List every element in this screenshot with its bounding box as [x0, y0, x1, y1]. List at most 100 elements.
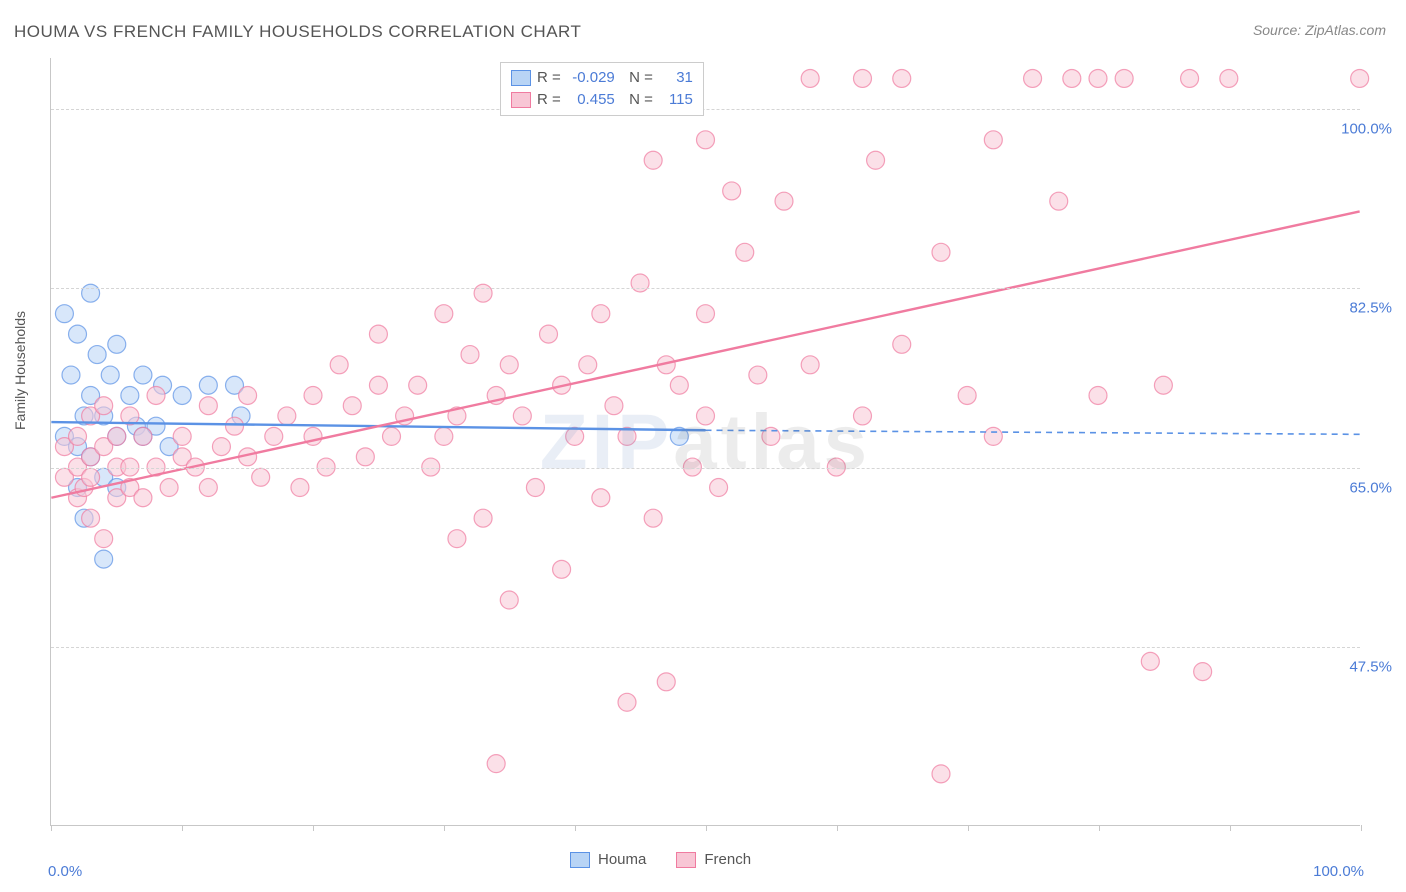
scatter-point	[108, 427, 126, 445]
scatter-point	[82, 509, 100, 527]
stat-n-label: N =	[621, 89, 653, 111]
scatter-point	[1181, 69, 1199, 87]
scatter-point	[82, 284, 100, 302]
scatter-point	[723, 182, 741, 200]
x-tick	[1361, 825, 1362, 831]
scatter-point	[134, 427, 152, 445]
scatter-point	[540, 325, 558, 343]
scatter-point	[1194, 663, 1212, 681]
scatter-point	[854, 407, 872, 425]
stat-n-value: 115	[659, 89, 693, 111]
stat-r-value: -0.029	[567, 67, 615, 89]
scatter-point	[435, 427, 453, 445]
y-tick-label: 65.0%	[1349, 479, 1392, 496]
scatter-point	[199, 479, 217, 497]
gridline	[51, 647, 1360, 648]
scatter-point	[736, 243, 754, 261]
x-tick-label: 100.0%	[1313, 863, 1364, 880]
scatter-point	[369, 325, 387, 343]
gridline	[51, 288, 1360, 289]
scatter-point	[1220, 69, 1238, 87]
legend-swatch	[570, 852, 590, 868]
scatter-point	[749, 366, 767, 384]
scatter-point	[854, 69, 872, 87]
scatter-point	[474, 284, 492, 302]
scatter-point	[265, 427, 283, 445]
scatter-point	[893, 69, 911, 87]
scatter-point	[801, 69, 819, 87]
x-tick	[706, 825, 707, 831]
plot-area: ZIPatlas	[50, 58, 1360, 826]
scatter-point	[1141, 652, 1159, 670]
trend-line-dashed	[706, 430, 1360, 434]
stat-n-value: 31	[659, 67, 693, 89]
legend-item: Houma	[570, 851, 646, 868]
scatter-point	[592, 305, 610, 323]
scatter-point	[958, 386, 976, 404]
scatter-point	[697, 407, 715, 425]
scatter-point	[383, 427, 401, 445]
legend-label: French	[704, 851, 751, 868]
scatter-point	[101, 366, 119, 384]
scatter-point	[173, 386, 191, 404]
x-tick	[444, 825, 445, 831]
scatter-point	[95, 550, 113, 568]
x-tick	[313, 825, 314, 831]
x-tick	[1099, 825, 1100, 831]
scatter-point	[1024, 69, 1042, 87]
scatter-point	[121, 386, 139, 404]
scatter-point	[95, 530, 113, 548]
scatter-point	[644, 151, 662, 169]
scatter-point	[984, 427, 1002, 445]
scatter-point	[500, 356, 518, 374]
plot-svg	[51, 58, 1360, 825]
x-tick	[1230, 825, 1231, 831]
scatter-point	[801, 356, 819, 374]
scatter-point	[932, 243, 950, 261]
scatter-point	[526, 479, 544, 497]
scatter-point	[212, 438, 230, 456]
scatter-point	[252, 468, 270, 486]
scatter-point	[173, 427, 191, 445]
scatter-point	[69, 427, 87, 445]
scatter-point	[435, 305, 453, 323]
scatter-point	[69, 325, 87, 343]
scatter-point	[710, 479, 728, 497]
scatter-point	[304, 386, 322, 404]
y-axis-label: Family Households	[12, 311, 28, 430]
stat-n-label: N =	[621, 67, 653, 89]
x-tick	[575, 825, 576, 831]
scatter-point	[487, 755, 505, 773]
scatter-point	[775, 192, 793, 210]
legend-swatch	[511, 92, 531, 108]
scatter-point	[461, 346, 479, 364]
scatter-point	[55, 305, 73, 323]
scatter-point	[513, 407, 531, 425]
scatter-point	[82, 468, 100, 486]
scatter-point	[88, 346, 106, 364]
scatter-point	[697, 131, 715, 149]
scatter-point	[984, 131, 1002, 149]
scatter-point	[1154, 376, 1172, 394]
scatter-point	[369, 376, 387, 394]
stat-r-label: R =	[537, 89, 561, 111]
scatter-point	[1089, 386, 1107, 404]
scatter-point	[278, 407, 296, 425]
scatter-point	[239, 386, 257, 404]
scatter-point	[1050, 192, 1068, 210]
scatter-point	[448, 530, 466, 548]
scatter-point	[592, 489, 610, 507]
y-tick-label: 47.5%	[1349, 658, 1392, 675]
legend-item: French	[676, 851, 751, 868]
scatter-point	[62, 366, 80, 384]
scatter-point	[95, 397, 113, 415]
scatter-point	[160, 479, 178, 497]
scatter-point	[893, 335, 911, 353]
stats-row: R =-0.029 N =31	[511, 67, 693, 89]
legend-label: Houma	[598, 851, 646, 868]
stats-legend: R =-0.029 N =31R =0.455 N =115	[500, 62, 704, 116]
y-tick-label: 100.0%	[1341, 121, 1392, 138]
scatter-point	[356, 448, 374, 466]
scatter-point	[867, 151, 885, 169]
scatter-point	[579, 356, 597, 374]
